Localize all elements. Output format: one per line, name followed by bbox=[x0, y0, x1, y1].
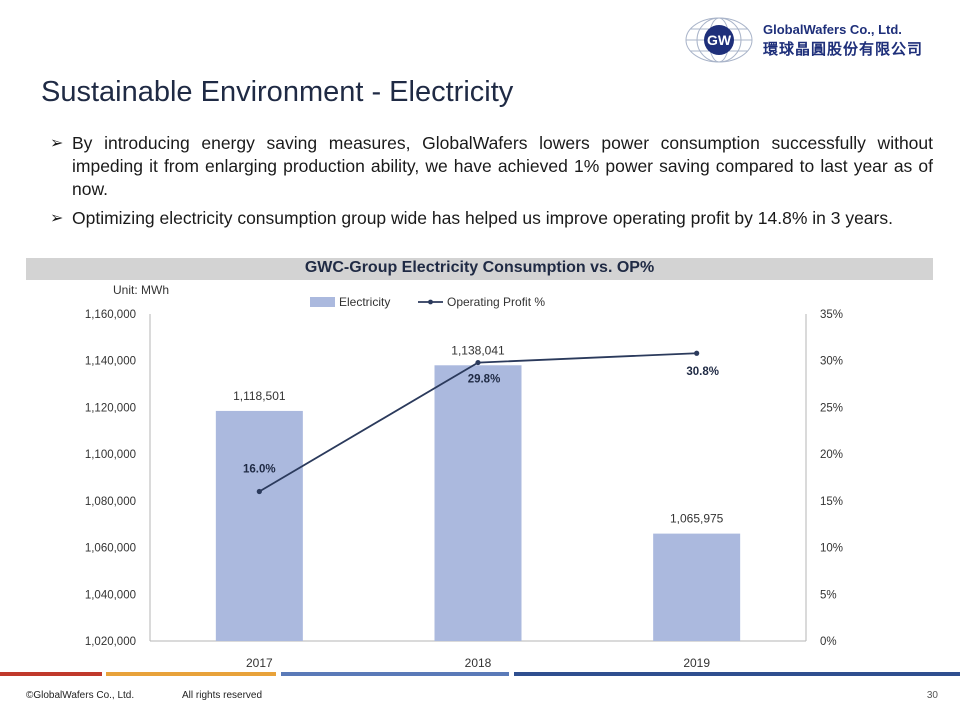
footer-rights: All rights reserved bbox=[182, 690, 263, 701]
y-left-tick-label: 1,140,000 bbox=[85, 356, 136, 368]
line-data-label: 30.8% bbox=[686, 366, 719, 378]
line-point bbox=[475, 359, 481, 366]
bar-data-label: 1,138,041 bbox=[451, 343, 505, 357]
y-right-tick-label: 35% bbox=[820, 309, 843, 321]
slide-title: Sustainable Environment - Electricity bbox=[41, 76, 514, 108]
y-right-tick-label: 5% bbox=[820, 589, 837, 601]
y-left-tick-label: 1,060,000 bbox=[85, 543, 136, 555]
bar-electricity bbox=[215, 410, 303, 641]
y-right-tick-label: 10% bbox=[820, 543, 843, 555]
y-left-tick-label: 1,160,000 bbox=[85, 309, 136, 321]
footer-bar-red bbox=[0, 672, 102, 676]
bar-electricity bbox=[653, 533, 741, 641]
footer-bar-blue bbox=[281, 672, 509, 676]
footer-bar-orange bbox=[106, 672, 276, 676]
combo-chart: Unit: MWh 1,020,000 1,040,000 1,060,000 1,08… bbox=[85, 283, 843, 670]
line-data-label: 16.0% bbox=[243, 464, 276, 476]
bullet-text: Optimizing electricity consumption group… bbox=[72, 208, 893, 228]
line-point bbox=[256, 488, 262, 495]
company-name-en: GlobalWafers Co., Ltd. bbox=[763, 22, 902, 37]
legend-marker-operating-profit bbox=[428, 299, 433, 305]
bar-data-label: 1,118,501 bbox=[233, 389, 286, 403]
bar-data-label: 1,065,975 bbox=[670, 512, 724, 526]
legend-swatch-electricity bbox=[310, 297, 335, 307]
legend-label-electricity: Electricity bbox=[339, 295, 390, 309]
chart-title: GWC-Group Electricity Consumption vs. OP… bbox=[304, 259, 655, 276]
y-left-tick-label: 1,120,000 bbox=[85, 402, 136, 414]
bullet-item: ➢ By introducing energy saving measures,… bbox=[50, 132, 933, 201]
y-left-tick-label: 1,040,000 bbox=[85, 589, 136, 601]
bullet-text: By introducing energy saving measures, G… bbox=[72, 133, 933, 199]
globe-logo-icon: GW bbox=[685, 17, 753, 63]
bar-electricity bbox=[434, 365, 522, 641]
bullet-item: ➢ Optimizing electricity consumption gro… bbox=[50, 207, 933, 230]
y-left-tick-label: 1,080,000 bbox=[85, 496, 136, 508]
company-logo: GW GlobalWafers Co., Ltd. 環球晶圓股份有限公司 bbox=[683, 14, 933, 66]
y-right-tick-label: 15% bbox=[820, 496, 843, 508]
line-data-label: 29.8% bbox=[468, 374, 501, 386]
y-right-tick-label: 20% bbox=[820, 449, 843, 461]
x-tick-label: 2018 bbox=[465, 656, 492, 670]
chart-title-band: GWC-Group Electricity Consumption vs. OP… bbox=[26, 258, 933, 280]
y-left-tick-label: 1,100,000 bbox=[85, 449, 136, 461]
footer-color-bars bbox=[0, 672, 960, 678]
y-right-tick-label: 0% bbox=[820, 636, 837, 648]
line-point bbox=[694, 350, 700, 356]
y-right-tick-label: 30% bbox=[820, 356, 843, 368]
x-tick-label: 2019 bbox=[683, 656, 710, 670]
company-name-cn: 環球晶圓股份有限公司 bbox=[763, 41, 924, 58]
bullet-arrow-icon: ➢ bbox=[50, 210, 64, 227]
bullet-list: ➢ By introducing energy saving measures,… bbox=[50, 132, 933, 236]
logo-mark: GW bbox=[707, 32, 732, 48]
x-tick-label: 2017 bbox=[246, 656, 273, 670]
bullet-arrow-icon: ➢ bbox=[50, 135, 64, 152]
y-right-tick-label: 25% bbox=[820, 402, 843, 414]
y-left-tick-label: 1,020,000 bbox=[85, 636, 136, 648]
legend-label-operating-profit: Operating Profit % bbox=[447, 295, 545, 309]
footer-copyright: ©GlobalWafers Co., Ltd. bbox=[26, 690, 135, 701]
page-number: 30 bbox=[926, 690, 938, 701]
footer-bar-navy bbox=[514, 672, 960, 676]
unit-label: Unit: MWh bbox=[113, 283, 169, 297]
